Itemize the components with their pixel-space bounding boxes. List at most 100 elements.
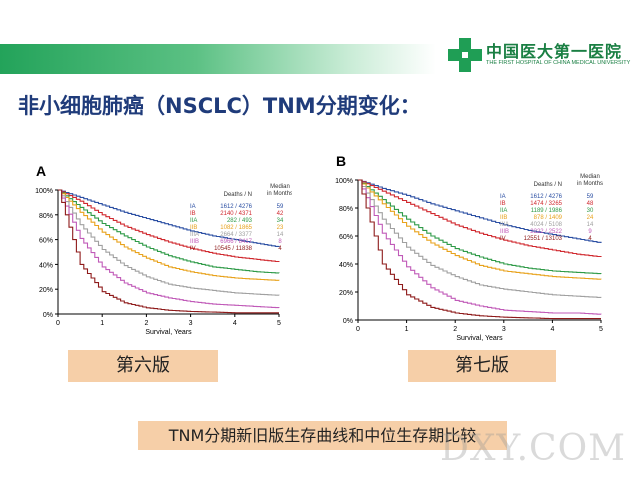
survival-curve-iia <box>358 179 602 275</box>
legend-median-iiia: 14 <box>277 232 284 238</box>
header-bar <box>0 44 436 74</box>
legend-stage-iv: IV <box>190 246 196 252</box>
x-tick-label: 4 <box>550 326 554 333</box>
y-tick-label: 20% <box>39 287 53 294</box>
legend-deaths-iiib: 6966 / 8417 <box>220 239 252 245</box>
legend-median-iiia: 14 <box>587 222 594 228</box>
legend-stage-iia: IIA <box>190 218 197 224</box>
legend-deaths-iib: 878 / 1409 <box>534 215 563 221</box>
legend-median-ib: 42 <box>277 211 284 217</box>
y-tick-label: 40% <box>339 262 353 269</box>
panel-letter: B <box>336 153 346 169</box>
x-tick-label: 5 <box>277 320 281 327</box>
legend-stage-iib: IIB <box>500 215 507 221</box>
legend-median-iiib: 9 <box>588 229 592 235</box>
legend-median-iia: 34 <box>277 218 284 224</box>
slide-caption: TNM分期新旧版生存曲线和中位生存期比较 <box>138 421 507 450</box>
x-tick-label: 5 <box>599 326 603 333</box>
x-tick-label: 3 <box>502 326 506 333</box>
legend-deaths-iv: 12551 / 13103 <box>524 236 563 242</box>
survival-curve-iv <box>358 179 601 320</box>
y-tick-label: 100% <box>35 188 53 195</box>
legend-header-median: Median <box>270 184 290 190</box>
hospital-subtitle: THE FIRST HOSPITAL OF CHINA MEDICAL UNIV… <box>486 60 631 66</box>
legend-stage-ia: IA <box>500 194 506 200</box>
legend-deaths-iib: 1082 / 1865 <box>220 225 252 231</box>
y-tick-label: 60% <box>339 234 353 241</box>
panel-letter: A <box>36 163 46 179</box>
legend-header-median-unit: in Months <box>267 191 292 197</box>
legend-stage-iiia: IIIA <box>500 222 509 228</box>
legend-stage-ib: IB <box>500 201 506 207</box>
legend-deaths-iiib: 2222 / 2522 <box>530 229 562 235</box>
legend-header-deaths: Deaths / N <box>224 192 252 198</box>
x-tick-label: 1 <box>100 320 104 327</box>
survival-curve-ia <box>58 189 280 247</box>
legend-deaths-iv: 10545 / 11838 <box>214 246 253 252</box>
survival-curve-iiia <box>58 189 280 296</box>
legend-stage-iia: IIA <box>500 208 507 214</box>
x-tick-label: 0 <box>356 326 360 333</box>
x-axis-label: Survival, Years <box>145 329 192 336</box>
legend-deaths-iia: 1189 / 1986 <box>531 208 563 214</box>
y-tick-label: 80% <box>39 213 53 220</box>
legend-median-ib: 48 <box>587 201 594 207</box>
legend-median-iiib: 8 <box>278 239 282 245</box>
slide-title: 非小细胞肺癌（NSCLC）TNM分期变化： <box>18 94 421 118</box>
legend-deaths-ib: 1474 / 3265 <box>530 201 562 207</box>
survival-curve-iiia <box>358 179 602 298</box>
survival-curve-iib <box>58 189 280 281</box>
legend-stage-iiib: IIIB <box>500 229 509 235</box>
legend-deaths-iiia: 2664 / 3377 <box>220 232 252 238</box>
legend-stage-ib: IB <box>190 211 196 217</box>
x-tick-label: 4 <box>233 320 237 327</box>
legend-stage-iib: IIB <box>190 225 197 231</box>
legend-deaths-iiia: 4024 / 5108 <box>530 222 562 228</box>
y-tick-label: 100% <box>335 178 353 185</box>
y-tick-label: 20% <box>339 290 353 297</box>
y-tick-label: 0% <box>343 318 353 325</box>
legend-deaths-ia: 1612 / 4276 <box>220 204 252 210</box>
survival-curve-iv <box>58 189 279 314</box>
x-tick-label: 3 <box>189 320 193 327</box>
hospital-name: 中国医大第一医院 <box>486 42 623 61</box>
legend-median-iia: 30 <box>587 208 594 214</box>
x-axis-label: Survival, Years <box>456 335 503 342</box>
survival-curve-iib <box>358 179 602 280</box>
legend-stage-ia: IA <box>190 204 196 210</box>
medical-cross-icon <box>448 38 482 72</box>
y-tick-label: 60% <box>39 238 53 245</box>
legend-median-iv: 4 <box>278 246 282 252</box>
legend-deaths-ib: 2140 / 4371 <box>220 211 252 217</box>
x-tick-label: 1 <box>405 326 409 333</box>
legend-header-deaths: Deaths / N <box>534 182 562 188</box>
chart-panel-a: A 0% 20% 40% 60% 80% 100% 0 1 2 3 4 5 Survival, Years… <box>30 162 292 342</box>
survival-curve-ia <box>358 179 602 243</box>
legend-median-iv: 4 <box>588 236 592 242</box>
legend-deaths-ia: 1612 / 4276 <box>530 194 562 200</box>
legend-stage-iiia: IIIA <box>190 232 199 238</box>
survival-curve-ib <box>358 179 602 258</box>
x-tick-label: 0 <box>56 320 60 327</box>
legend-header-median: Median <box>580 174 600 180</box>
survival-curve-ib <box>58 189 280 263</box>
edition-label-6th: 第六版 <box>68 350 218 382</box>
legend-median-iib: 24 <box>587 215 594 221</box>
legend-median-iib: 23 <box>277 225 284 231</box>
survival-curve-iiib <box>358 179 602 315</box>
survival-curve-iiib <box>58 189 280 309</box>
legend-header-median-unit: in Months <box>577 181 603 187</box>
chart-panel-b: B 0% 20% 40% 60% 80% 100% 0 1 2 3 4 5 Survival, Years… <box>322 150 614 342</box>
legend-deaths-iia: 282 / 493 <box>227 218 253 224</box>
hospital-logo: 中国医大第一医院 THE FIRST HOSPITAL OF CHINA MED… <box>446 34 636 78</box>
y-tick-label: 80% <box>339 206 353 213</box>
watermark: DXY.COM <box>440 428 626 469</box>
edition-label-7th: 第七版 <box>408 350 556 382</box>
y-tick-label: 0% <box>43 312 53 319</box>
x-tick-label: 2 <box>453 326 457 333</box>
legend-stage-iiib: IIIB <box>190 239 199 245</box>
legend-stage-iv: IV <box>500 236 506 242</box>
survival-curve-iia <box>58 189 280 274</box>
legend-median-ia: 59 <box>277 204 284 210</box>
